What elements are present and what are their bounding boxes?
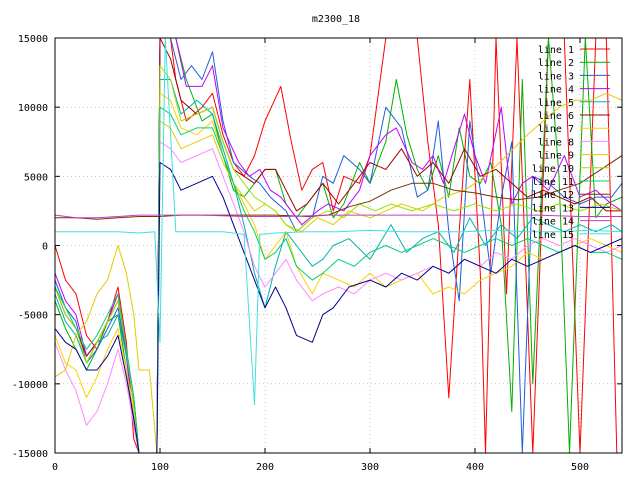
- series-line-8: [55, 141, 622, 453]
- series-line-12: [55, 155, 622, 220]
- y-tick-label: -5000: [18, 311, 48, 322]
- legend-label: line 5: [538, 98, 574, 109]
- legend-label: line 1: [538, 45, 574, 56]
- legend-label: line 3: [538, 71, 574, 82]
- series-line-14: [55, 214, 622, 219]
- legend-label: line 10: [532, 164, 574, 175]
- x-tick-label: 0: [52, 462, 58, 473]
- legend-label: line 8: [538, 137, 574, 148]
- y-tick-label: 15000: [18, 34, 48, 45]
- legend: line 1 line 2 line 3 line 4 line 5 line 6 line…: [532, 45, 610, 241]
- x-tick-label: 500: [571, 462, 589, 473]
- series-line-7: [55, 92, 622, 453]
- legend-label: line 9: [538, 151, 574, 162]
- legend-label: line 12: [532, 190, 574, 201]
- legend-label: line 11: [532, 177, 574, 188]
- chart-title: m2300_18: [312, 14, 360, 25]
- x-tick-label: 400: [466, 462, 484, 473]
- series-line-15: [55, 38, 622, 406]
- series-line-11: [55, 106, 622, 453]
- y-tick-label: 5000: [24, 172, 48, 183]
- plot-frame: [54, 37, 623, 454]
- x-tick-label: 100: [151, 462, 169, 473]
- x-tick-label: 200: [256, 462, 274, 473]
- series-line-13: [55, 162, 622, 453]
- legend-label: line 14: [532, 217, 574, 228]
- y-tick-label: -10000: [12, 380, 48, 391]
- y-tick-label: -15000: [12, 449, 48, 460]
- legend-label: line 6: [538, 111, 574, 122]
- y-tick-label: 0: [42, 242, 48, 253]
- x-tick-label: 300: [361, 462, 379, 473]
- series-group: [55, 38, 622, 453]
- legend-label: line 7: [538, 124, 574, 135]
- legend-label: line 2: [538, 58, 574, 69]
- legend-label: line 15: [532, 230, 574, 241]
- legend-label: line 13: [532, 203, 574, 214]
- legend-label: line 4: [538, 85, 574, 96]
- axis-ticks: 0 100 200 300 400 500 -15000 -10000 -5000 0 5000 10…: [12, 34, 622, 473]
- y-tick-label: 10000: [18, 103, 48, 114]
- series-line-1: [55, 38, 622, 453]
- series-line-5: [55, 79, 622, 453]
